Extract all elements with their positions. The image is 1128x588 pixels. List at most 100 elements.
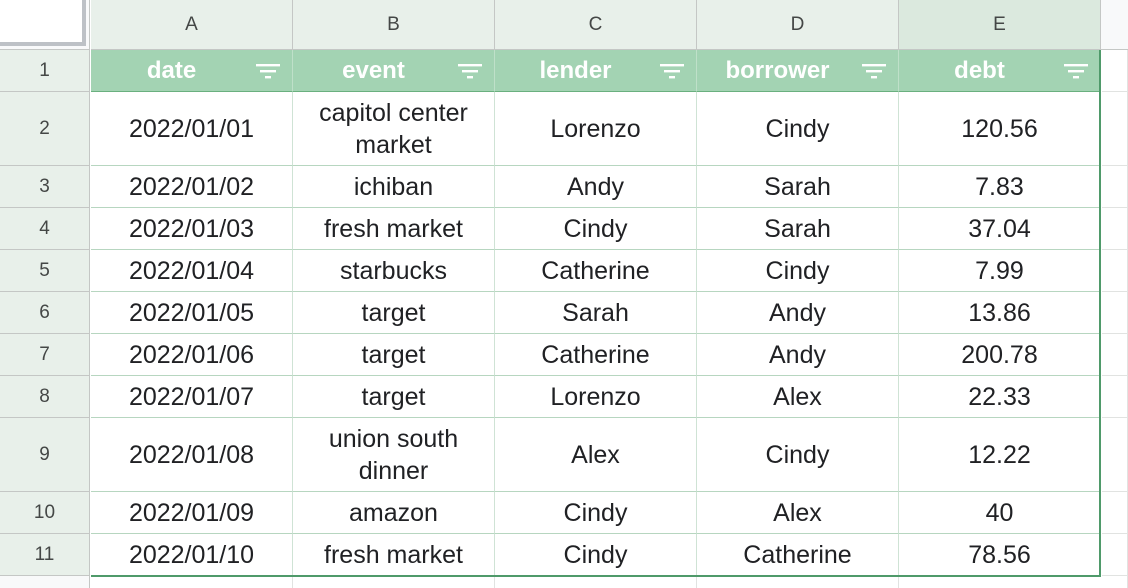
table-cell[interactable]: 13.86 <box>899 292 1101 334</box>
table-cell[interactable]: amazon <box>293 492 495 534</box>
column-letter: D <box>790 13 805 35</box>
row-number: 7 <box>39 343 50 365</box>
filter-icon[interactable] <box>660 62 684 80</box>
filter-icon[interactable] <box>862 62 886 80</box>
table-cell[interactable]: 37.04 <box>899 208 1101 250</box>
column-header-a[interactable]: A <box>91 0 293 50</box>
header-cell-borrower[interactable]: borrower <box>697 50 899 92</box>
row-number: 8 <box>39 385 50 407</box>
column-header-e[interactable]: E <box>899 0 1101 50</box>
row-number: 5 <box>39 259 50 281</box>
row-header-10[interactable]: 10 <box>0 492 90 534</box>
header-label: debt <box>954 56 1005 84</box>
table-cell[interactable]: 2022/01/06 <box>91 334 293 376</box>
table-cell[interactable]: 40 <box>899 492 1101 534</box>
row-number: 6 <box>39 301 50 323</box>
table-cell[interactable]: Alex <box>697 492 899 534</box>
table-cell[interactable]: Sarah <box>697 166 899 208</box>
table-cell[interactable]: 2022/01/02 <box>91 166 293 208</box>
table-cell[interactable]: target <box>293 376 495 418</box>
table-cell[interactable]: 2022/01/04 <box>91 250 293 292</box>
table-cell[interactable]: fresh market <box>293 534 495 576</box>
row-header-11[interactable]: 11 <box>0 534 90 576</box>
table-cell[interactable]: Andy <box>697 292 899 334</box>
header-label: borrower <box>725 56 830 84</box>
table-cell[interactable]: union south dinner <box>293 418 495 492</box>
table-cell[interactable]: fresh market <box>293 208 495 250</box>
column-header-b[interactable]: B <box>293 0 495 50</box>
table-cell[interactable]: Cindy <box>697 418 899 492</box>
header-cell-debt[interactable]: debt <box>899 50 1101 92</box>
row-header-8[interactable]: 8 <box>0 376 90 418</box>
row-header-1[interactable]: 1 <box>0 50 90 92</box>
row-header-7[interactable]: 7 <box>0 334 90 376</box>
column-header-c[interactable]: C <box>495 0 697 50</box>
table-cell[interactable]: Cindy <box>495 492 697 534</box>
column-letter: A <box>185 13 198 35</box>
column-letter: B <box>387 13 400 35</box>
row-header-4[interactable]: 4 <box>0 208 90 250</box>
column-header-f[interactable] <box>1101 0 1128 50</box>
table-cell[interactable]: 2022/01/07 <box>91 376 293 418</box>
header-cell-date[interactable]: date <box>91 50 293 92</box>
select-all-corner[interactable] <box>0 0 90 50</box>
table-cell[interactable]: Cindy <box>697 92 899 166</box>
filter-icon[interactable] <box>1064 62 1088 80</box>
table-cell[interactable]: 22.33 <box>899 376 1101 418</box>
row-header-2[interactable]: 2 <box>0 92 90 166</box>
table-cell[interactable]: Lorenzo <box>495 376 697 418</box>
table-cell[interactable]: capitol center market <box>293 92 495 166</box>
table-cell[interactable]: Catherine <box>495 334 697 376</box>
row-number: 9 <box>39 443 50 465</box>
row-header-12[interactable] <box>0 576 90 588</box>
column-header-d[interactable]: D <box>697 0 899 50</box>
row-number: 2 <box>39 117 50 139</box>
table-cell[interactable]: Sarah <box>697 208 899 250</box>
table-cell[interactable]: Catherine <box>495 250 697 292</box>
table-cell[interactable]: 78.56 <box>899 534 1101 576</box>
filter-icon[interactable] <box>458 62 482 80</box>
table-cell[interactable]: Alex <box>697 376 899 418</box>
gridline <box>1102 533 1128 534</box>
table-cell[interactable]: Cindy <box>495 534 697 576</box>
table-cell[interactable]: ichiban <box>293 166 495 208</box>
table-cell[interactable]: 7.83 <box>899 166 1101 208</box>
table-cell[interactable]: 2022/01/09 <box>91 492 293 534</box>
table-cell[interactable]: Cindy <box>495 208 697 250</box>
table-cell[interactable]: starbucks <box>293 250 495 292</box>
table-cell[interactable]: 120.56 <box>899 92 1101 166</box>
row-header-9[interactable]: 9 <box>0 418 90 492</box>
row-header-6[interactable]: 6 <box>0 292 90 334</box>
table-cell[interactable]: 2022/01/01 <box>91 92 293 166</box>
row-header-3[interactable]: 3 <box>0 166 90 208</box>
table-cell[interactable]: Andy <box>495 166 697 208</box>
gridline <box>1102 575 1128 576</box>
table-cell[interactable]: 2022/01/05 <box>91 292 293 334</box>
table-cell[interactable]: target <box>293 334 495 376</box>
header-cell-event[interactable]: event <box>293 50 495 92</box>
row-number: 3 <box>39 175 50 197</box>
table-cell[interactable]: target <box>293 292 495 334</box>
table-cell[interactable]: 2022/01/08 <box>91 418 293 492</box>
row-header-5[interactable]: 5 <box>0 250 90 292</box>
table-cell[interactable]: Andy <box>697 334 899 376</box>
row-number: 4 <box>39 217 50 239</box>
filter-icon[interactable] <box>256 62 280 80</box>
table-cell[interactable]: Alex <box>495 418 697 492</box>
gridline <box>1102 491 1128 492</box>
header-cell-lender[interactable]: lender <box>495 50 697 92</box>
table-cell[interactable]: Catherine <box>697 534 899 576</box>
header-label: event <box>342 56 405 84</box>
table-cell[interactable]: Sarah <box>495 292 697 334</box>
table-cell[interactable]: Cindy <box>697 250 899 292</box>
row-number: 1 <box>39 59 50 81</box>
table-cell[interactable]: 7.99 <box>899 250 1101 292</box>
table-cell[interactable]: 2022/01/10 <box>91 534 293 576</box>
gridline <box>696 577 697 588</box>
gridline <box>1102 249 1128 250</box>
table-cell[interactable]: 12.22 <box>899 418 1101 492</box>
table-cell[interactable]: 2022/01/03 <box>91 208 293 250</box>
table-cell[interactable]: Lorenzo <box>495 92 697 166</box>
table-cell[interactable]: 200.78 <box>899 334 1101 376</box>
